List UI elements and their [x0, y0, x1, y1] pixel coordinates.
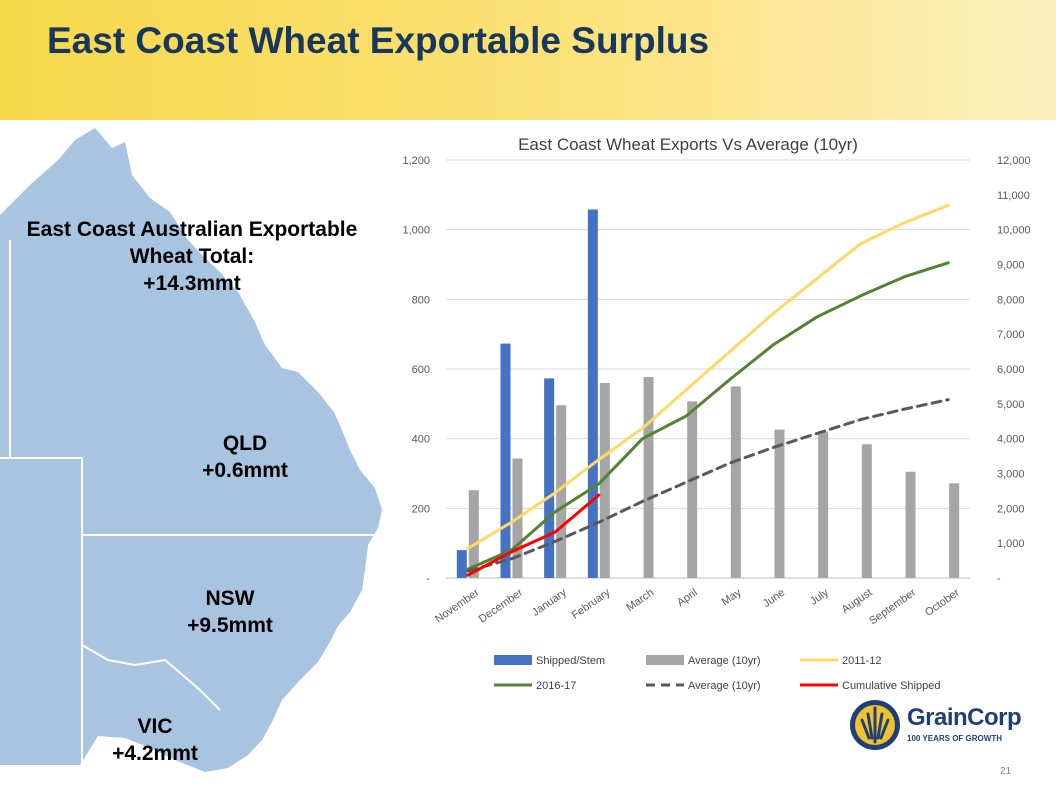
graincorp-logo: GrainCorp 100 YEARS OF GROWTH	[848, 698, 1028, 754]
x-tick-label: November	[433, 586, 482, 625]
bar	[774, 429, 785, 578]
legend-swatch	[646, 655, 684, 665]
qld-value: +0.6mmt	[202, 459, 288, 482]
legend-label: Average (10yr)	[688, 680, 761, 692]
bar	[905, 471, 916, 578]
nsw-name: NSW	[205, 587, 255, 610]
bar	[544, 378, 555, 578]
y-tick-label: 400	[412, 434, 430, 446]
x-tick-label: April	[675, 587, 700, 609]
legend-label: 2016-17	[536, 680, 576, 692]
x-tick-label: February	[570, 586, 613, 621]
bar	[949, 483, 960, 578]
map-landmass	[0, 128, 382, 772]
y2-tick-label: 4,000	[997, 434, 1025, 446]
nsw-label: NSW +9.5mmt	[155, 585, 305, 639]
qld-label: QLD +0.6mmt	[170, 430, 320, 484]
bar	[468, 490, 479, 578]
wheat-emblem-icon	[850, 700, 900, 750]
bar	[818, 431, 829, 578]
bar	[500, 343, 511, 578]
page-number: 21	[1000, 766, 1012, 777]
x-tick-label: January	[530, 586, 569, 619]
y-tick-label: 800	[412, 294, 430, 306]
total-label-line1: East Coast Australian Exportable	[26, 218, 358, 241]
exports-chart: East Coast Wheat Exports Vs Average (10y…	[402, 135, 1031, 692]
y2-tick-label: 2,000	[997, 503, 1025, 515]
east-coast-map	[0, 120, 400, 792]
chart-y2-axis: - 1,000 2,000 3,000 4,000 5,000 6,000 7,000 8,00…	[997, 155, 1031, 585]
y2-tick-label: 1,000	[997, 538, 1025, 550]
y-tick-label: 1,000	[402, 225, 430, 237]
total-label-line2: Wheat Total:	[129, 245, 255, 268]
bar	[643, 377, 654, 578]
y2-tick-label: 6,000	[997, 364, 1025, 376]
header-banner: East Coast Wheat Exportable Surplus	[0, 0, 1056, 120]
bar	[687, 401, 698, 578]
legend-label: Shipped/Stem	[536, 655, 605, 667]
page-title: East Coast Wheat Exportable Surplus	[47, 20, 710, 61]
y2-tick-label: 5,000	[997, 399, 1025, 411]
y2-tick-label: 3,000	[997, 469, 1025, 481]
logo-name: GrainCorp	[907, 704, 1022, 731]
chart-lines	[466, 203, 950, 577]
chart-legend: Shipped/Stem Average (10yr) 2011-12 2016-17…	[494, 655, 940, 692]
x-tick-label: December	[477, 586, 526, 625]
bar	[861, 444, 872, 578]
chart-bars	[456, 209, 960, 579]
vic-value: +4.2mmt	[112, 742, 198, 765]
series-line	[466, 261, 950, 571]
y-tick-label: 1,200	[402, 155, 430, 167]
x-tick-label: May	[720, 586, 744, 608]
qld-name: QLD	[222, 432, 268, 455]
y2-tick-label: 10,000	[997, 225, 1031, 237]
series-line	[466, 203, 950, 550]
total-label: East Coast Australian Exportable Wheat T…	[0, 216, 384, 297]
y2-tick-label: 7,000	[997, 329, 1025, 341]
x-tick-label: August	[840, 587, 875, 616]
map-graphic	[0, 128, 382, 772]
bar	[456, 550, 467, 578]
total-value: +14.3mmt	[143, 272, 241, 295]
vic-label: VIC +4.2mmt	[80, 713, 230, 767]
x-tick-label: July	[808, 586, 831, 607]
bar	[599, 382, 610, 578]
x-tick-label: October	[923, 586, 962, 618]
y2-tick-label: 12,000	[997, 155, 1031, 167]
bar	[730, 386, 741, 578]
legend-swatch	[494, 655, 532, 665]
logo-tagline: 100 YEARS OF GROWTH	[907, 734, 1002, 743]
y-tick-label: 600	[412, 364, 430, 376]
series-line	[466, 493, 601, 577]
legend-label: 2011-12	[842, 655, 882, 667]
bar	[587, 209, 598, 579]
chart-y-axis: - 200 400 600 800 1,000 1,200	[402, 155, 430, 585]
x-tick-label: June	[761, 587, 787, 611]
y2-tick-label: 8,000	[997, 294, 1025, 306]
vic-name: VIC	[137, 715, 173, 738]
nsw-value: +9.5mmt	[187, 614, 273, 637]
legend-label: Average (10yr)	[688, 655, 761, 667]
y-tick-label: -	[426, 573, 430, 585]
x-tick-label: March	[624, 587, 656, 614]
chart-title: East Coast Wheat Exports Vs Average (10y…	[518, 135, 858, 154]
y2-tick-label: 11,000	[997, 190, 1030, 202]
series-line	[466, 398, 950, 573]
bar	[556, 405, 567, 578]
y2-tick-label: -	[997, 573, 1001, 585]
y2-tick-label: 9,000	[997, 260, 1025, 272]
y-tick-label: 200	[412, 503, 430, 515]
x-tick-label: September	[867, 586, 918, 627]
legend-label: Cumulative Shipped	[842, 680, 940, 692]
